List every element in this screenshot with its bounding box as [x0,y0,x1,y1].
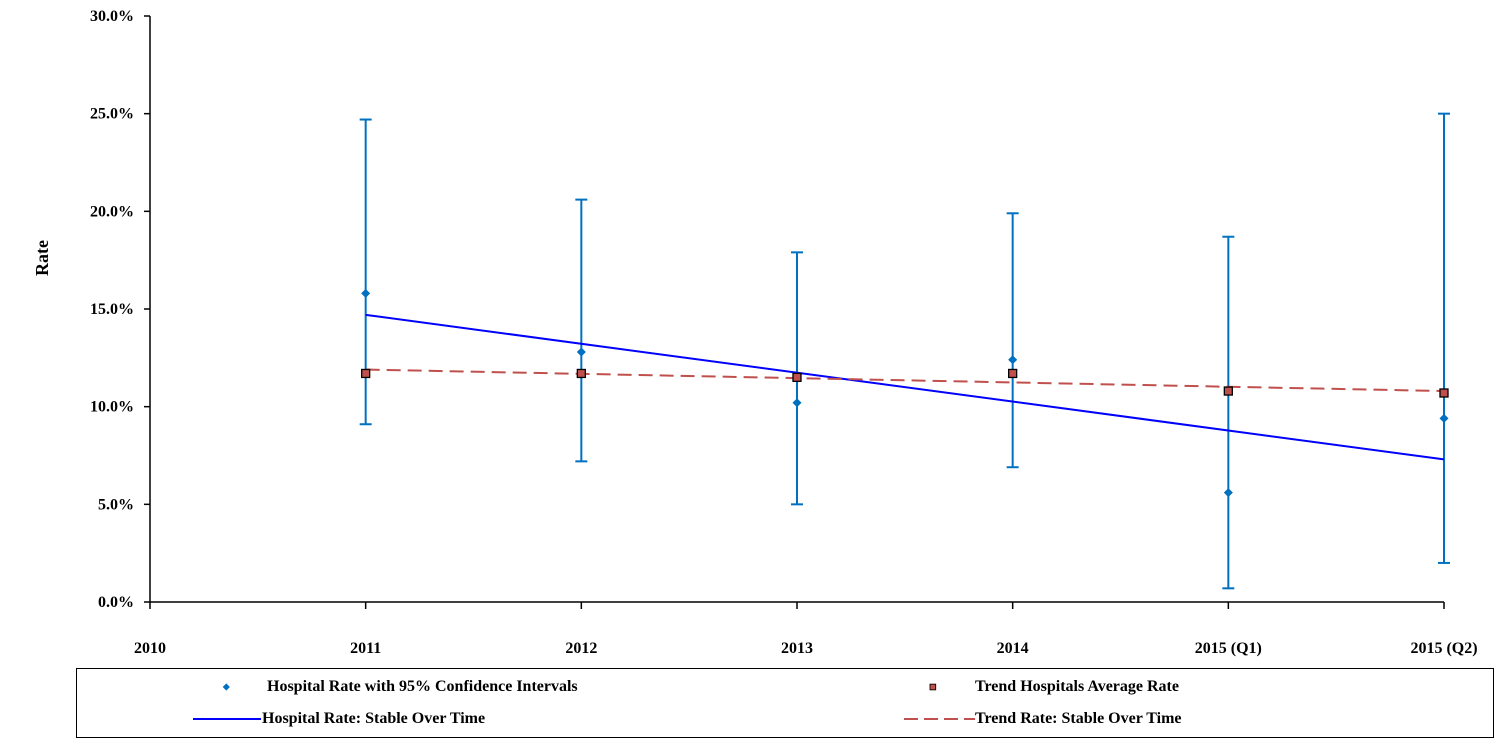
trend-average-point [361,368,371,379]
x-tick-label: 2011 [350,640,381,657]
trend-average-point [1439,388,1449,398]
legend-square-icon [929,683,937,691]
chart: 0.0%5.0%10.0%15.0%20.0%25.0%30.0% 2010 20… [32,8,1478,657]
legend: Hospital Rate with 95% Confidence Interv… [76,668,1494,738]
x-axis-ticks: 2010 2011 2012 2013 2014 2015 (Q1) 2015 (Q2) [134,602,1478,657]
y-tick-label: 0.0% [98,594,134,611]
legend-label-hospital-rate: Hospital Rate with 95% Confidence Interv… [267,678,578,695]
x-tick-label: 2015 (Q2) [1410,640,1477,657]
y-axis-ticks: 0.0% 5.0% 10.0% 15.0% 20.0% 25.0% 30.0% [90,8,150,611]
legend-item-hospital-line: Hospital Rate: Stable Over Time [190,709,485,729]
legend-label-trend-line: Trend Rate: Stable Over Time [975,710,1182,727]
x-tick-label: 2015 (Q1) [1195,640,1262,657]
y-tick-label: 15.0% [90,301,134,318]
y-tick-label: 10.0% [90,399,134,416]
x-tick-label: 2010 [134,640,166,657]
hospital-rate-point [1008,355,1018,365]
series-layer [359,112,1450,590]
y-tick-label: 20.0% [90,203,134,220]
x-tick-label: 2013 [781,640,813,657]
legend-label-hospital-line: Hospital Rate: Stable Over Time [262,710,486,727]
trend-average-point [1008,368,1018,379]
x-tick-label: 2014 [997,640,1029,657]
y-axis-title: Rate [32,240,52,276]
hospital-rate-point [576,347,586,357]
y-tick-label: 30.0% [90,8,134,25]
x-tick-label: 2012 [565,640,597,657]
legend-dashed-line-icon [904,718,975,720]
y-tick-label: 25.0% [90,106,134,123]
legend-item-trend-average: Trend Hospitals Average Rate [925,677,1179,697]
legend-item-hospital-rate: Hospital Rate with 95% Confidence Interv… [217,677,578,697]
trend-average-point [792,372,802,383]
hospital-rate-point [1439,413,1449,423]
hospital-rate-point [1223,488,1233,498]
legend-item-trend-line: Trend Rate: Stable Over Time [899,709,1182,729]
hospital-rate-point [361,288,371,298]
hospital-trend-line [365,313,1445,461]
legend-diamond-icon [222,683,230,691]
trend-average-point [1223,386,1233,396]
trend-rate-line [365,368,1445,393]
legend-solid-line-icon [193,718,261,720]
y-tick-label: 5.0% [98,496,134,513]
trend-average-point [576,368,586,379]
hospital-rate-point [792,398,802,408]
legend-label-trend-average: Trend Hospitals Average Rate [975,678,1179,695]
